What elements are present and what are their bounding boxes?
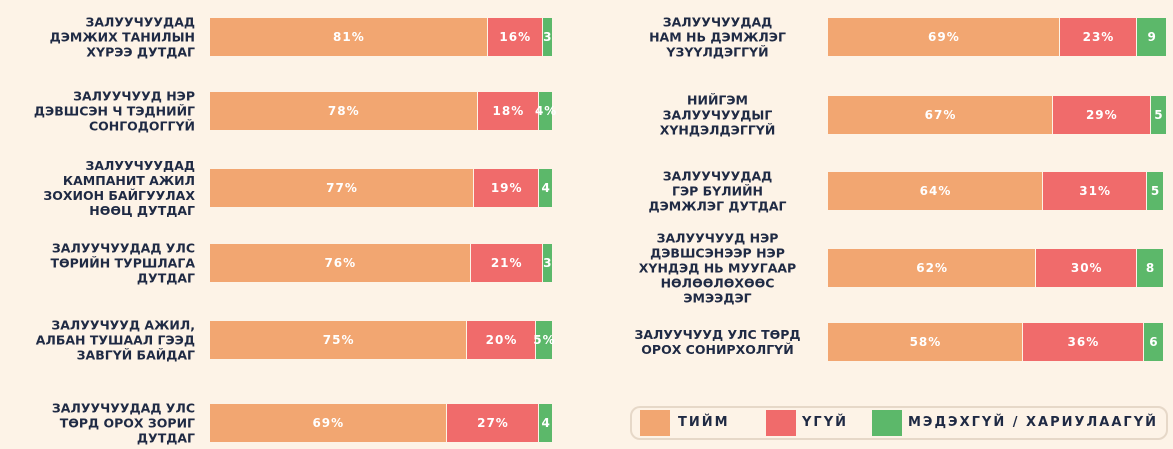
value-label: 69%	[928, 30, 960, 44]
legend-label: МЭДЭХГҮЙ / ХАРИУЛААГҮЙ	[908, 415, 1159, 430]
bar-segment	[535, 321, 552, 359]
value-label: 5%	[533, 333, 556, 347]
bar-segment	[1137, 249, 1163, 287]
value-label: 77%	[326, 181, 358, 195]
value-label: 58%	[909, 335, 942, 349]
category-label: НИЙГЭМ ЗАЛУУЧУУДЫГ ХҮНДЭЛДЭГГҮЙ	[659, 92, 776, 138]
value-label: 20%	[485, 333, 518, 347]
bar-segment	[539, 404, 552, 442]
bar-segment	[210, 169, 474, 207]
bar-segment	[1143, 323, 1163, 361]
legend-swatch	[766, 410, 796, 436]
value-label: 3	[543, 256, 553, 270]
bar-segment	[467, 321, 535, 359]
bar-segment	[828, 323, 1022, 361]
bar-segment	[539, 92, 552, 130]
bar-segment	[539, 169, 552, 207]
bar-segment	[210, 321, 467, 359]
bar-segment	[446, 404, 539, 442]
bar-segment	[1147, 172, 1163, 210]
bar-segment	[477, 92, 539, 130]
category-label: ЗАЛУУЧУУДАД КАМПАНИТ АЖИЛ ЗОХИОН БАЙГУУЛ…	[43, 158, 195, 218]
bar-segment	[828, 18, 1059, 56]
value-label: 16%	[499, 30, 532, 44]
value-label: 36%	[1067, 335, 1100, 349]
bar-segment	[1022, 323, 1143, 361]
value-label: 4	[541, 181, 551, 195]
bar-segment	[1053, 96, 1150, 134]
category-label: ЗАЛУУЧУУДАД ДЭМЖИХ ТАНИЛЫН ХҮРЭЭ ДУТДАГ	[49, 14, 195, 60]
value-label: 19%	[490, 181, 523, 195]
bar-segment	[210, 92, 477, 130]
category-label: ЗАЛУУЧУУДАД УЛС ТӨРД ОРОХ ЗОРИГ ДУТДАГ	[51, 400, 195, 446]
value-label: 76%	[324, 256, 357, 270]
bar-segment	[474, 169, 539, 207]
value-label: 27%	[477, 416, 509, 430]
bar-segment	[1036, 249, 1137, 287]
legend-label: ТИЙМ	[678, 415, 730, 430]
value-label: 31%	[1079, 184, 1111, 198]
value-label: 67%	[924, 108, 957, 122]
bar-segment	[210, 18, 487, 56]
bar-segment	[487, 18, 542, 56]
category-label: ЗАЛУУЧУУД НЭР ДЭВШСЭН Ч ТЭДНИЙГ СОНГОДОГ…	[33, 88, 195, 134]
value-label: 30%	[1070, 261, 1103, 275]
value-label: 9	[1147, 30, 1157, 44]
bar-segment	[1059, 18, 1137, 56]
value-label: 23%	[1082, 30, 1115, 44]
value-label: 21%	[490, 256, 523, 270]
value-label: 4%	[534, 104, 558, 118]
legend-swatch	[872, 410, 902, 436]
value-label: 81%	[333, 30, 365, 44]
value-label: 62%	[916, 261, 949, 275]
bar-segment	[210, 244, 470, 282]
bar-segment	[542, 18, 552, 56]
category-label: ЗАЛУУЧУУД НЭР ДЭВШСЭНЭЭР НЭР ХҮНДЭД НЬ М…	[638, 230, 797, 306]
value-label: 4	[541, 416, 551, 430]
value-label: 69%	[312, 416, 345, 430]
category-label: ЗАЛУУЧУУД УЛС ТӨРД ОРОХ СОНИРХОЛГҮЙ	[634, 327, 801, 357]
value-label: 5	[1150, 184, 1161, 198]
legend-swatch	[640, 410, 670, 436]
category-label: ЗАЛУУЧУУДАД НАМ НЬ ДЭМЖЛЭГ ҮЗҮҮЛДЭГГҮЙ	[649, 14, 786, 60]
legend-label: ҮГҮЙ	[802, 415, 848, 430]
bar-segment	[542, 244, 552, 282]
category-label: ЗАЛУУЧУУДАД УЛС ТӨРИЙН ТУРШЛАГА ДУТДАГ	[50, 240, 195, 286]
value-label: 8	[1145, 261, 1156, 275]
value-label: 3	[543, 30, 553, 44]
bar-segment	[828, 249, 1036, 287]
value-label: 18%	[492, 104, 525, 118]
category-label: ЗАЛУУЧУУД АЖИЛ, АЛБАН ТУШААЛ ГЭЭД ЗАВГҮЙ…	[35, 317, 195, 363]
category-label: ЗАЛУУЧУУДАД ГЭР БҮЛИЙН ДЭМЖЛЭГ ДУТДАГ	[648, 168, 787, 214]
bar-segment	[470, 244, 542, 282]
value-label: 64%	[919, 184, 952, 198]
bar-segment	[210, 404, 446, 442]
value-label: 29%	[1085, 108, 1118, 122]
value-label: 6	[1149, 335, 1159, 349]
bar-segment	[1043, 172, 1147, 210]
legend: ТИЙМ ҮГҮЙ МЭДЭХГҮЙ / ХАРИУЛААГҮЙ	[630, 406, 1168, 440]
value-label: 75%	[322, 333, 355, 347]
value-label: 78%	[327, 104, 360, 118]
bar-segment	[1150, 96, 1167, 134]
bar-segment	[828, 96, 1053, 134]
bar-segment	[1137, 18, 1167, 56]
bar-segment	[828, 172, 1043, 210]
value-label: 5	[1154, 108, 1164, 122]
